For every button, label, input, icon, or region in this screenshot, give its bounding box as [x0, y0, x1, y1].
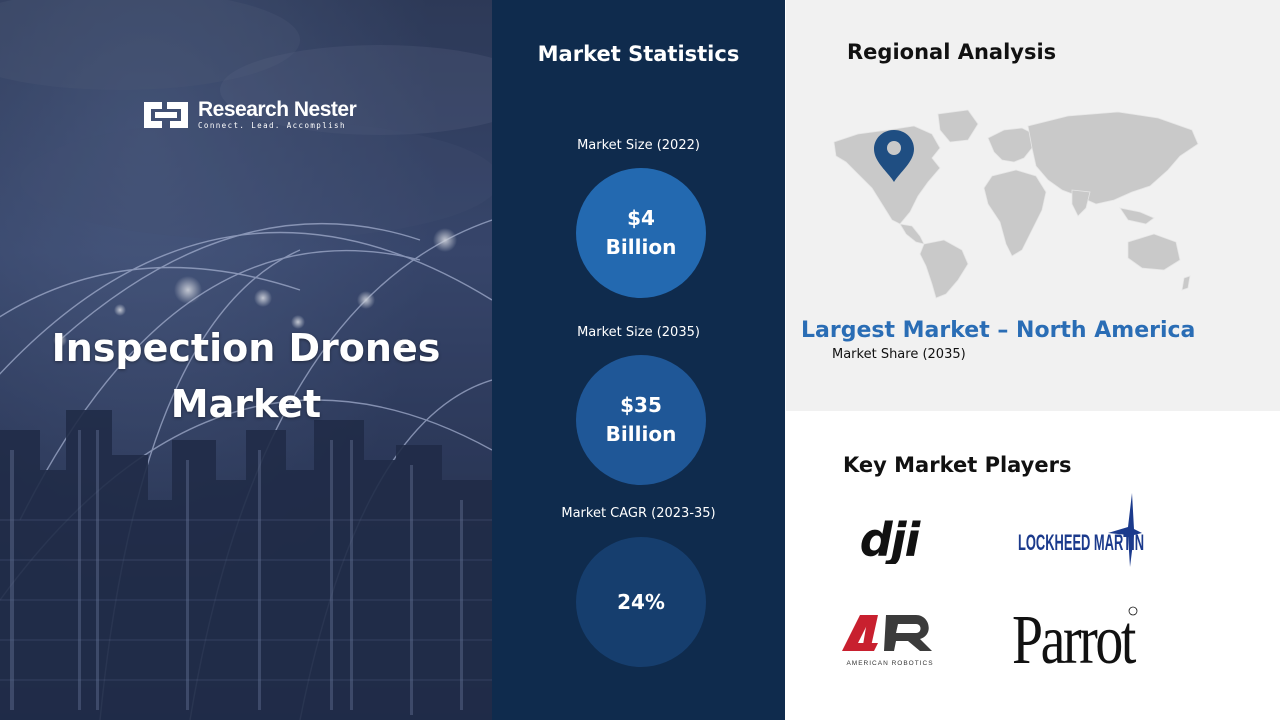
stat-label-market-cagr: Market CAGR (2023-35) — [561, 506, 716, 521]
stat-circle-market-size-2022: $4 Billion — [576, 168, 706, 298]
research-nester-logo-icon — [144, 102, 188, 128]
stat-value-line: $35 — [620, 393, 662, 417]
stat-circle-market-size-2035: $35 Billion — [576, 355, 706, 485]
american-robotics-logo: AMERICAN ROBOTICS — [842, 615, 933, 667]
world-map — [833, 109, 1199, 299]
dji-logo-text: dji — [860, 516, 922, 564]
stat-label-market-size-2035: Market Size (2035) — [577, 325, 700, 340]
key-market-players-panel: Key Market Players dji LOCKHEED MARTIN A… — [786, 411, 1280, 720]
market-statistics-panel: Market Statistics Market Size (2022) $4 … — [492, 0, 785, 720]
largest-market-label: Largest Market – North America — [801, 318, 1196, 343]
hero-overlay — [0, 0, 492, 720]
map-pin-icon — [874, 130, 914, 182]
market-statistics-heading: Market Statistics — [537, 42, 740, 66]
hero-panel: Research Nester Connect. Lead. Accomplis… — [0, 0, 492, 720]
dji-logo: dji — [860, 516, 924, 564]
page-title: Inspection Drones Market — [0, 320, 492, 432]
stat-value-line: 24% — [617, 589, 665, 614]
stat-value-line: $4 — [627, 206, 655, 230]
page-title-line-1: Inspection Drones — [51, 326, 441, 370]
key-market-players-heading: Key Market Players — [843, 453, 1072, 477]
stat-circle-market-cagr: 24% — [576, 537, 706, 667]
stat-value-unit: Billion — [605, 235, 677, 259]
lockheed-martin-logo: LOCKHEED MARTIN — [1018, 493, 1144, 567]
stat-value-unit: Billion — [605, 422, 677, 446]
regional-analysis-heading: Regional Analysis — [847, 40, 1057, 64]
market-share-label: Market Share (2035) — [832, 347, 966, 362]
research-nester-logo: Research Nester Connect. Lead. Accomplis… — [140, 98, 357, 132]
logo-name: Research Nester — [198, 98, 357, 121]
city-network-background — [0, 0, 492, 720]
regional-analysis-panel: Regional Analysis — [786, 0, 1280, 411]
american-robotics-logo-text: AMERICAN ROBOTICS — [846, 660, 933, 667]
page-title-line-2: Market — [170, 382, 322, 426]
parrot-logo-text: Parrot — [1012, 602, 1137, 671]
lockheed-martin-logo-text: LOCKHEED MARTIN — [1018, 531, 1144, 555]
parrot-logo: Parrot — [1012, 602, 1140, 671]
stat-label-market-size-2022: Market Size (2022) — [577, 138, 700, 153]
logo-tagline: Connect. Lead. Accomplish — [198, 121, 346, 130]
